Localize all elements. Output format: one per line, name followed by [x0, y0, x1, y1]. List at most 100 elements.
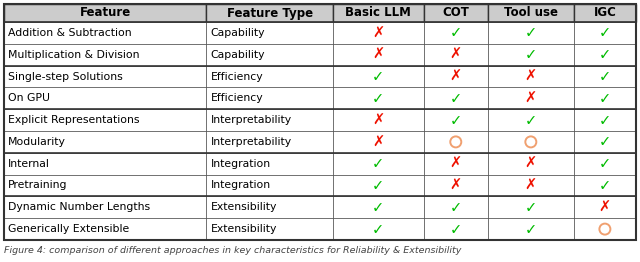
Bar: [424, 22, 488, 44]
Bar: [574, 109, 636, 131]
Bar: [4, 196, 207, 218]
Bar: [424, 109, 488, 131]
Bar: [333, 196, 424, 218]
Bar: [488, 109, 574, 131]
Bar: [333, 44, 424, 66]
Bar: [424, 196, 488, 218]
Bar: [574, 4, 636, 22]
Bar: [488, 22, 574, 44]
Bar: [207, 153, 333, 174]
Text: ✓: ✓: [599, 47, 611, 62]
Text: Feature: Feature: [79, 7, 131, 19]
Text: ✗: ✗: [450, 69, 462, 84]
Text: Efficiency: Efficiency: [211, 93, 263, 103]
Bar: [207, 44, 333, 66]
Bar: [4, 66, 207, 88]
Bar: [207, 196, 333, 218]
Bar: [488, 131, 574, 153]
Bar: [488, 4, 574, 22]
Text: Tool use: Tool use: [504, 7, 558, 19]
Text: ✓: ✓: [599, 91, 611, 106]
Bar: [4, 109, 207, 131]
Bar: [333, 109, 424, 131]
Bar: [488, 88, 574, 109]
Text: Efficiency: Efficiency: [211, 72, 263, 81]
Text: ✗: ✗: [525, 156, 537, 171]
Text: ✓: ✓: [599, 178, 611, 193]
Bar: [4, 174, 207, 196]
Bar: [574, 88, 636, 109]
Bar: [4, 44, 207, 66]
Bar: [333, 88, 424, 109]
Bar: [574, 218, 636, 240]
Text: ✓: ✓: [372, 156, 385, 171]
Text: Pretraining: Pretraining: [8, 181, 67, 190]
Text: Capability: Capability: [211, 28, 265, 38]
Bar: [488, 218, 574, 240]
Bar: [333, 131, 424, 153]
Bar: [4, 88, 207, 109]
Bar: [4, 22, 207, 44]
Text: Feature Type: Feature Type: [227, 7, 313, 19]
Text: Multiplication & Division: Multiplication & Division: [8, 50, 140, 60]
Text: IGC: IGC: [593, 7, 616, 19]
Bar: [424, 88, 488, 109]
Bar: [207, 174, 333, 196]
Text: Extensibility: Extensibility: [211, 202, 277, 212]
Text: ✓: ✓: [450, 200, 462, 215]
Bar: [207, 66, 333, 88]
Text: ✗: ✗: [450, 47, 462, 62]
Bar: [574, 131, 636, 153]
Text: ✗: ✗: [372, 47, 385, 62]
Bar: [333, 218, 424, 240]
Text: ✓: ✓: [525, 47, 537, 62]
Text: Basic LLM: Basic LLM: [346, 7, 412, 19]
Text: ✗: ✗: [525, 91, 537, 106]
Text: Interpretability: Interpretability: [211, 115, 292, 125]
Bar: [4, 131, 207, 153]
Text: ✗: ✗: [525, 69, 537, 84]
Text: ✓: ✓: [372, 91, 385, 106]
Text: Modularity: Modularity: [8, 137, 66, 147]
Text: Explicit Representations: Explicit Representations: [8, 115, 140, 125]
Bar: [574, 66, 636, 88]
Bar: [207, 218, 333, 240]
Text: ✗: ✗: [372, 113, 385, 128]
Text: ✓: ✓: [599, 113, 611, 128]
Bar: [424, 44, 488, 66]
Bar: [424, 218, 488, 240]
Bar: [333, 22, 424, 44]
Bar: [488, 66, 574, 88]
Bar: [424, 174, 488, 196]
Bar: [424, 153, 488, 174]
Bar: [488, 196, 574, 218]
Text: ✓: ✓: [599, 25, 611, 40]
Bar: [488, 174, 574, 196]
Bar: [424, 66, 488, 88]
Bar: [424, 4, 488, 22]
Text: ✗: ✗: [450, 178, 462, 193]
Text: ✓: ✓: [372, 178, 385, 193]
Text: Figure 4: comparison of different approaches in key characteristics for Reliabil: Figure 4: comparison of different approa…: [4, 246, 461, 255]
Bar: [333, 153, 424, 174]
Bar: [333, 66, 424, 88]
Bar: [4, 218, 207, 240]
Text: Addition & Subtraction: Addition & Subtraction: [8, 28, 132, 38]
Bar: [207, 22, 333, 44]
Text: Internal: Internal: [8, 159, 50, 169]
Text: ✗: ✗: [525, 178, 537, 193]
Bar: [574, 174, 636, 196]
Text: ✓: ✓: [525, 113, 537, 128]
Bar: [207, 4, 333, 22]
Text: ✓: ✓: [525, 222, 537, 237]
Bar: [4, 153, 207, 174]
Bar: [207, 131, 333, 153]
Text: Extensibility: Extensibility: [211, 224, 277, 234]
Text: ✓: ✓: [372, 222, 385, 237]
Bar: [574, 196, 636, 218]
Text: ✗: ✗: [599, 200, 611, 215]
Text: ✗: ✗: [372, 25, 385, 40]
Bar: [574, 153, 636, 174]
Text: ✓: ✓: [525, 200, 537, 215]
Text: Capability: Capability: [211, 50, 265, 60]
